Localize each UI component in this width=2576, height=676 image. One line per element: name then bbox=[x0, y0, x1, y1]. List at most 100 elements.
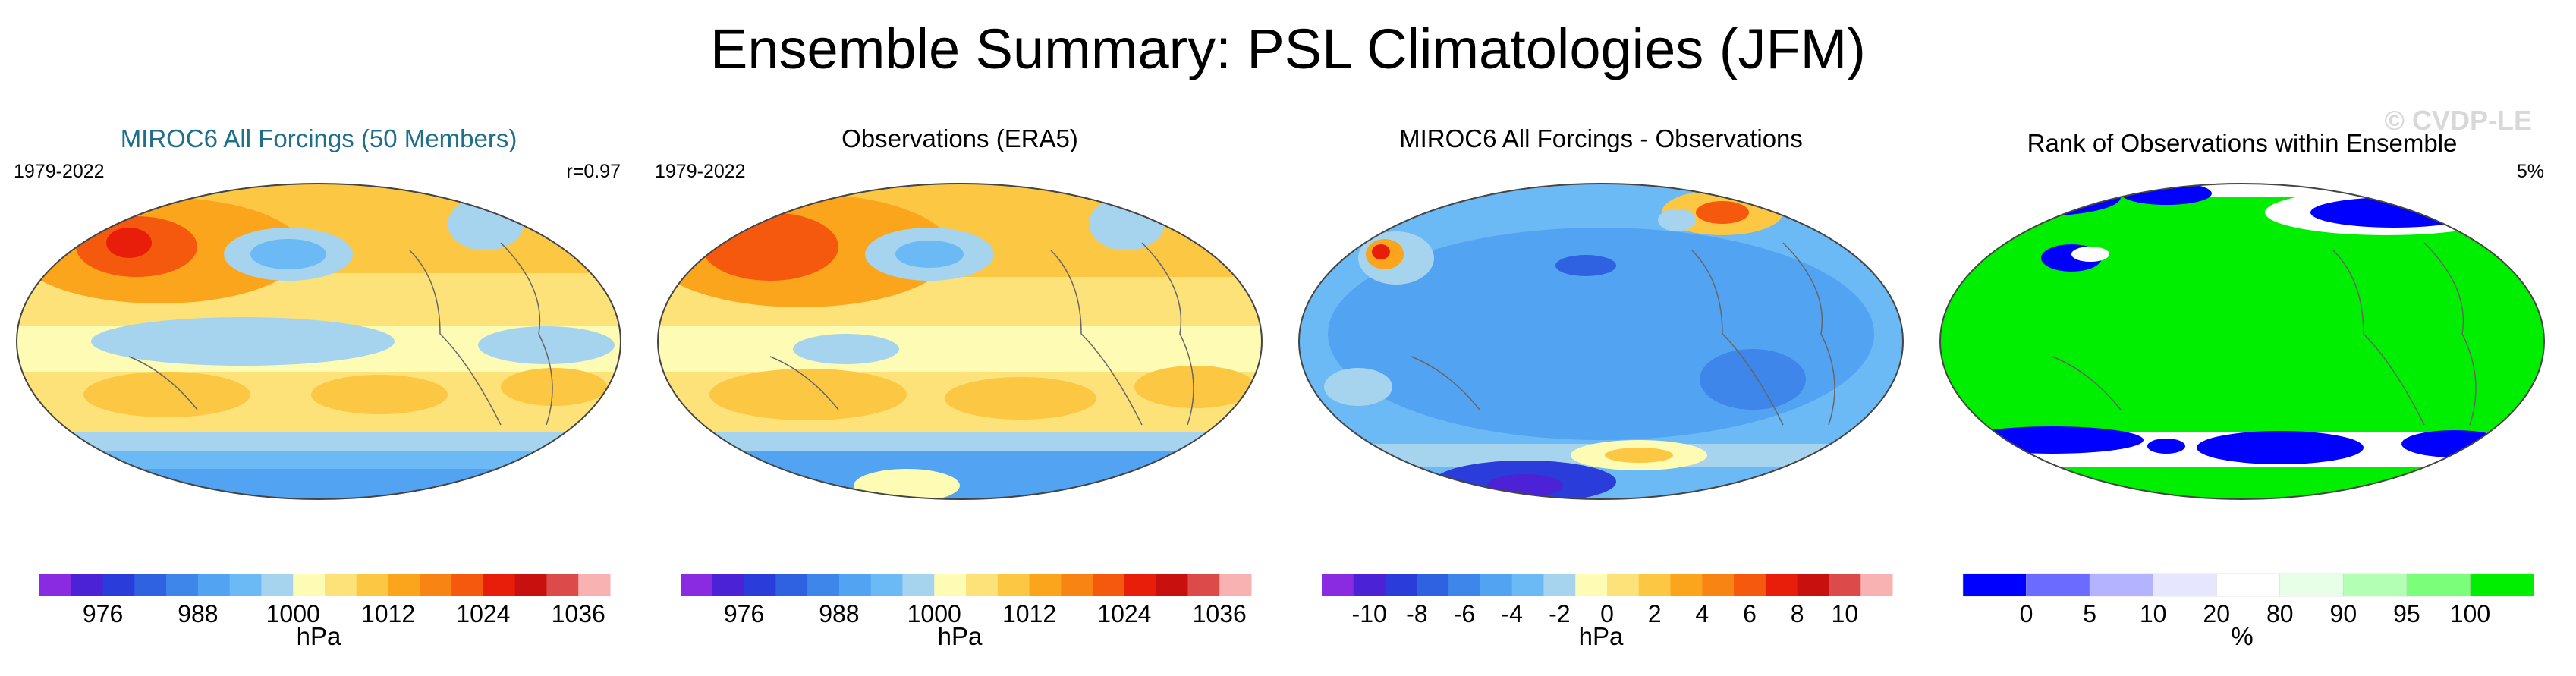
colorbar-tick-label: 95 bbox=[2393, 600, 2420, 627]
colorbar: 976 988 1000 1012 1024 1036 bbox=[39, 574, 611, 627]
colorbar-tick-label: 4 bbox=[1695, 600, 1709, 627]
period-label: 1979-2022 bbox=[655, 161, 746, 182]
colorbar-swatch bbox=[1765, 574, 1798, 596]
map-difference bbox=[1298, 183, 1904, 500]
colorbar-swatch bbox=[681, 574, 713, 596]
colorbar-swatch bbox=[546, 574, 579, 596]
colorbar-swatch bbox=[870, 574, 903, 596]
colorbar-swatch bbox=[2089, 573, 2154, 597]
colorbar-swatch bbox=[420, 574, 452, 596]
colorbar-swatch bbox=[1797, 574, 1829, 596]
colorbar-unit: % bbox=[2231, 622, 2254, 650]
colorbar-tick-label: -6 bbox=[1454, 600, 1475, 627]
colorbar-swatch bbox=[1638, 574, 1672, 596]
figure-title: Ensemble Summary: PSL Climatologies (JFM… bbox=[710, 17, 1866, 80]
colorbar-tick-label: 988 bbox=[178, 600, 218, 627]
colorbar-unit: hPa bbox=[937, 622, 983, 650]
colorbar-swatch bbox=[483, 574, 516, 596]
colorbar-swatch bbox=[1702, 574, 1735, 596]
colorbar-swatch bbox=[578, 574, 611, 596]
colorbar-tick-label: 988 bbox=[819, 600, 859, 627]
map-rank bbox=[1939, 183, 2545, 500]
colorbar-swatch bbox=[1219, 574, 1252, 596]
colorbar-swatch bbox=[1734, 574, 1766, 596]
colorbar-tick-label: 1024 bbox=[1097, 600, 1151, 627]
colorbar-svg: 0 5 10 20 80 90 95 100 bbox=[1962, 573, 2534, 627]
colorbar-tick-label: -10 bbox=[1352, 600, 1387, 627]
colorbar-swatch bbox=[1543, 574, 1576, 596]
colorbar-swatch bbox=[2406, 573, 2471, 597]
colorbar-swatch bbox=[997, 574, 1030, 596]
colorbar-tick-label: -4 bbox=[1501, 600, 1522, 627]
colorbar-tick-label: 20 bbox=[2203, 600, 2230, 627]
panel-rank: Rank of Observations within Ensemble 5% … bbox=[1923, 114, 2561, 675]
colorbar: -10 -8 -6 -4 -2 0 2 4 6 8 10 bbox=[1322, 574, 1893, 627]
colorbar-swatch bbox=[1187, 574, 1220, 596]
colorbar-swatch bbox=[293, 574, 326, 596]
colorbar-swatch bbox=[775, 574, 808, 596]
colorbar-swatch bbox=[2216, 573, 2281, 597]
colorbar-swatch bbox=[356, 574, 389, 596]
colorbar-tick-label: 1036 bbox=[552, 600, 605, 627]
colorbar-unit: hPa bbox=[296, 622, 341, 650]
panel-observations: Observations (ERA5) 1979-2022 bbox=[641, 114, 1279, 675]
colorbar-swatch bbox=[1511, 574, 1544, 596]
colorbar-swatch bbox=[807, 574, 840, 596]
colorbar-swatch bbox=[134, 574, 167, 596]
colorbar-swatch bbox=[902, 574, 935, 596]
colorbar-swatch bbox=[2343, 573, 2408, 597]
colorbar-swatch bbox=[102, 574, 135, 596]
colorbar-tick-label: 976 bbox=[724, 600, 764, 627]
colorbar-tick-label: 90 bbox=[2330, 600, 2357, 627]
colorbar-swatch bbox=[1156, 574, 1188, 596]
colorbar-swatch bbox=[1860, 574, 1893, 596]
colorbar-swatch bbox=[2026, 573, 2090, 597]
colorbar-swatch bbox=[166, 574, 199, 596]
colorbar-swatch bbox=[1670, 574, 1703, 596]
colorbar-swatch bbox=[229, 574, 262, 596]
colorbar-tick-label: -2 bbox=[1549, 600, 1570, 627]
correlation-label: r=0.97 bbox=[566, 161, 621, 182]
colorbar-swatch bbox=[2279, 573, 2345, 597]
colorbar-tick-label: 6 bbox=[1743, 600, 1757, 627]
colorbar-tick-label: 1012 bbox=[361, 600, 415, 627]
period-label: 1979-2022 bbox=[14, 161, 105, 182]
colorbar-swatch bbox=[1124, 574, 1157, 596]
colorbar-swatch bbox=[934, 574, 967, 596]
colorbar-swatch bbox=[71, 574, 104, 596]
colorbar-tick-label: 80 bbox=[2266, 600, 2294, 627]
colorbar-tick-label: 0 bbox=[1600, 600, 1614, 627]
colorbar-swatch bbox=[2153, 573, 2217, 597]
colorbar-tick-label: -8 bbox=[1406, 600, 1427, 627]
map-model-climatology bbox=[16, 183, 621, 500]
colorbar-swatch bbox=[966, 574, 999, 596]
colorbar-tick-label: 1012 bbox=[1002, 600, 1056, 627]
colorbar-swatch bbox=[451, 574, 484, 596]
colorbar-swatch bbox=[1829, 574, 1861, 596]
colorbar-swatch bbox=[1448, 574, 1481, 596]
colorbar-tick-label: 1000 bbox=[266, 600, 320, 627]
colorbar: 0 5 10 20 80 90 95 100 bbox=[1962, 573, 2534, 627]
colorbar-swatch bbox=[1093, 574, 1125, 596]
panel-model-climatology: MIROC6 All Forcings (50 Members) 1979-20… bbox=[0, 114, 637, 675]
colorbar-swatch bbox=[1417, 574, 1449, 596]
panel-title: Observations (ERA5) bbox=[841, 124, 1078, 152]
percent-label: 5% bbox=[2516, 161, 2544, 182]
watermark: © CVDP-LE bbox=[2384, 105, 2532, 136]
colorbar-swatch bbox=[325, 574, 357, 596]
colorbar-swatch bbox=[1353, 574, 1386, 596]
colorbar-svg: 976 988 1000 1012 1024 1036 bbox=[681, 574, 1252, 627]
colorbar-tick-label: 5 bbox=[2083, 600, 2096, 627]
colorbar-swatch bbox=[1061, 574, 1093, 596]
colorbar-swatch bbox=[1607, 574, 1640, 596]
colorbar-swatch bbox=[261, 574, 294, 596]
colorbar-tick-label: 1024 bbox=[456, 600, 510, 627]
colorbar-tick-label: 10 bbox=[1832, 600, 1859, 627]
panel-title: MIROC6 All Forcings - Observations bbox=[1399, 124, 1803, 152]
colorbar-swatch bbox=[197, 574, 231, 596]
colorbar-swatch bbox=[838, 574, 872, 596]
colorbar-swatch bbox=[1322, 574, 1354, 596]
colorbar-swatch bbox=[388, 574, 420, 596]
colorbar-tick-label: 1000 bbox=[907, 600, 961, 627]
colorbar-tick-label: 2 bbox=[1648, 600, 1662, 627]
